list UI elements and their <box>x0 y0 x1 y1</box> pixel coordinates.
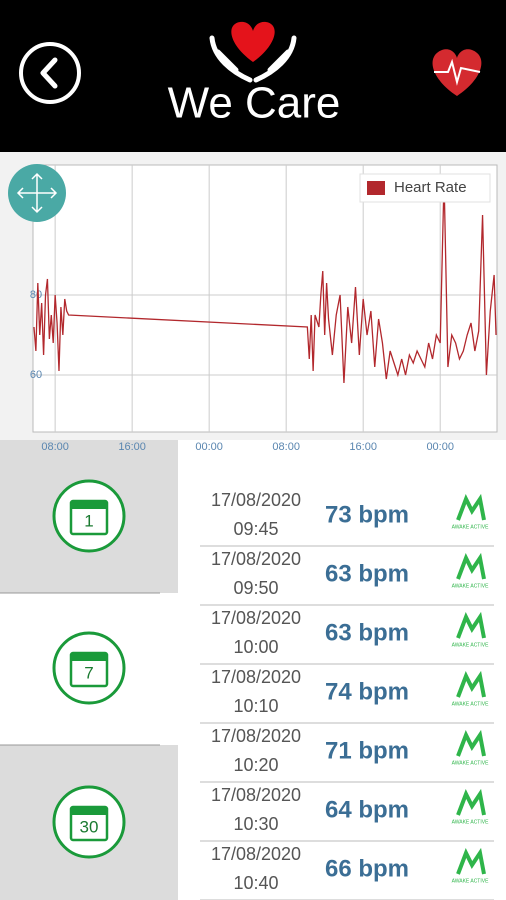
activity-label: AWAKE ACTIVE <box>452 819 490 825</box>
x-tick-label: 08:00 <box>41 441 69 453</box>
calendar-bar <box>71 807 107 815</box>
activity-icon <box>456 847 486 875</box>
back-arrow[interactable] <box>40 57 58 89</box>
reading-time: 10:30 <box>233 814 278 834</box>
activity-icon <box>456 493 486 521</box>
x-tick-label: 16:00 <box>118 441 146 453</box>
period-button[interactable]: 7 <box>52 631 126 705</box>
heart-ecg[interactable] <box>434 58 481 86</box>
activity-label: AWAKE ACTIVE <box>452 878 490 884</box>
reading-time: 09:50 <box>233 578 278 598</box>
legend-swatch <box>367 181 385 195</box>
header <box>0 0 506 152</box>
activity-label: AWAKE ACTIVE <box>452 701 490 707</box>
data-line <box>33 178 497 384</box>
period-button[interactable]: 1 <box>52 479 126 553</box>
app-title: We Care <box>168 79 341 128</box>
x-tick-label: 00:00 <box>195 441 223 453</box>
reading-rate: 73 bpm <box>325 501 409 528</box>
reading-date: 17/08/2020 <box>211 785 301 805</box>
heart-button[interactable] <box>432 49 482 96</box>
reading-date: 17/08/2020 <box>211 844 301 864</box>
reading-rate: 64 bpm <box>325 796 409 823</box>
back-circle[interactable] <box>19 42 81 104</box>
expand-arrows <box>16 172 58 214</box>
activity-icon <box>456 670 486 698</box>
calendar-day: 1 <box>84 511 93 530</box>
legend-label: Heart Rate <box>394 179 467 196</box>
reading-rate: 66 bpm <box>325 855 409 882</box>
reading-time: 10:00 <box>233 637 278 657</box>
reading-rate: 63 bpm <box>325 619 409 646</box>
reading-rate: 74 bpm <box>325 678 409 705</box>
calendar-bar <box>71 653 107 661</box>
reading-time: 09:45 <box>233 519 278 539</box>
y-tick-label: 60 <box>30 369 42 381</box>
activity-icon <box>456 788 486 816</box>
expand-button[interactable] <box>8 164 66 222</box>
period-button[interactable]: 30 <box>52 785 126 859</box>
reading-date: 17/08/2020 <box>211 667 301 687</box>
activity-label: AWAKE ACTIVE <box>452 524 490 530</box>
calendar-day: 30 <box>80 817 99 836</box>
reading-time: 10:10 <box>233 696 278 716</box>
y-tick-label: 80 <box>30 289 42 301</box>
x-tick-label: 00:00 <box>426 441 454 453</box>
plot-area <box>32 164 498 433</box>
reading-rate: 71 bpm <box>325 737 409 764</box>
heart-icon[interactable] <box>432 49 482 96</box>
logo-heart <box>231 21 275 62</box>
reading-date: 17/08/2020 <box>211 490 301 510</box>
back-button[interactable] <box>19 42 81 104</box>
activity-label: AWAKE ACTIVE <box>452 583 490 589</box>
activity-label: AWAKE ACTIVE <box>452 760 490 766</box>
activity-icon <box>456 611 486 639</box>
reading-date: 17/08/2020 <box>211 608 301 628</box>
activity-label: AWAKE ACTIVE <box>452 642 490 648</box>
reading-time: 10:20 <box>233 755 278 775</box>
reading-date: 17/08/2020 <box>211 549 301 569</box>
reading-date: 17/08/2020 <box>211 726 301 746</box>
calendar-bar <box>71 501 107 509</box>
reading-time: 10:40 <box>233 873 278 893</box>
activity-icon <box>456 552 486 580</box>
x-tick-label: 08:00 <box>272 441 300 453</box>
x-tick-label: 16:00 <box>349 441 377 453</box>
calendar-day: 7 <box>84 663 93 682</box>
activity-icon <box>456 729 486 757</box>
logo-hands <box>209 35 297 83</box>
reading-rate: 63 bpm <box>325 560 409 587</box>
